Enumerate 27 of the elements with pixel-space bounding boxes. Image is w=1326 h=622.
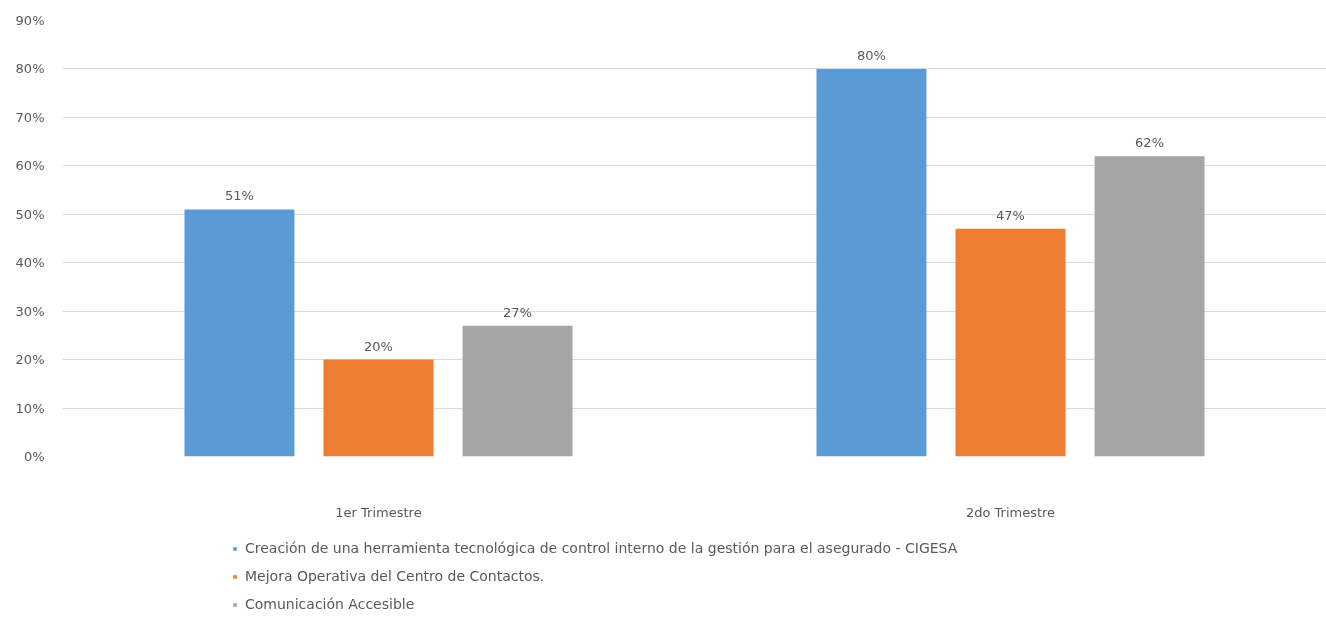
legend-label: Comunicación Accesible [245, 595, 415, 613]
data-label: 51% [225, 188, 254, 204]
y-tick-label: 0% [23, 449, 45, 464]
x-tick-label: 2do Trimestre [965, 504, 1056, 520]
y-tick-label: 10% [15, 400, 45, 416]
data-label: 62% [1135, 135, 1164, 151]
data-label: 47% [996, 207, 1025, 223]
y-tick-label: 70% [15, 109, 45, 125]
y-tick-label: 60% [15, 158, 45, 174]
bar [816, 68, 927, 457]
x-tick-label: 1er Trimestre [335, 504, 422, 520]
data-label: 27% [503, 304, 532, 320]
y-tick-label: 30% [15, 303, 45, 319]
data-label: 80% [857, 47, 886, 63]
y-tick-label: 80% [15, 61, 45, 77]
bar [955, 228, 1066, 457]
y-tick-label: 20% [15, 352, 45, 368]
data-label: 20% [364, 338, 393, 354]
y-tick-label: 40% [15, 255, 45, 271]
y-tick-label: 50% [15, 206, 45, 222]
legend-label: Mejora Operativa del Centro de Contactos. [245, 567, 545, 585]
bar [323, 359, 434, 457]
bar [462, 325, 573, 457]
bar [184, 209, 295, 457]
legend-label: Creación de una herramienta tecnológica de control interno de la gestión para el asegurado - CIGESA [245, 539, 958, 557]
y-tick-label: 90% [15, 13, 45, 28]
bar [1094, 156, 1205, 457]
